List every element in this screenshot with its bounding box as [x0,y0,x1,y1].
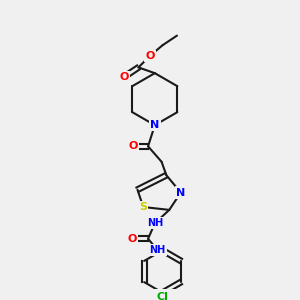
Text: O: O [129,141,138,151]
Text: S: S [139,202,147,212]
Text: N: N [150,120,159,130]
Text: O: O [119,72,129,82]
Text: O: O [128,234,137,244]
Text: N: N [176,188,185,198]
Text: NH: NH [150,245,166,255]
Text: Cl: Cl [157,292,169,300]
Text: O: O [145,51,155,61]
Text: NH: NH [147,218,163,228]
